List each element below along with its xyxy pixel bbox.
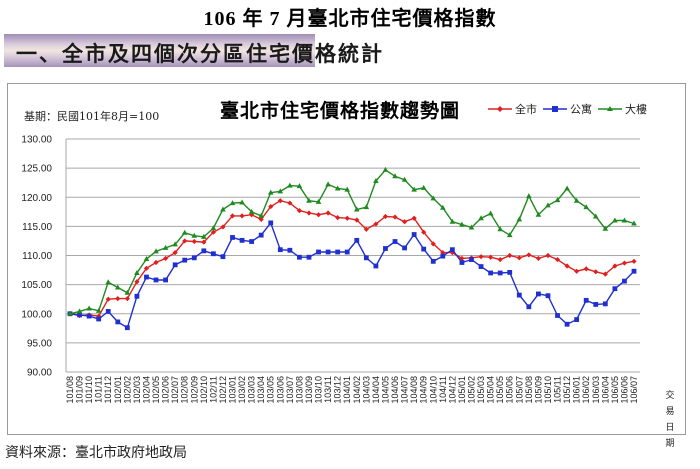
y-tick-label: 120.00 bbox=[21, 193, 52, 204]
x-axis-title-line1: 交易 bbox=[665, 391, 675, 417]
chart-frame bbox=[7, 83, 686, 435]
y-tick-label: 105.00 bbox=[21, 280, 52, 291]
y-tick-label: 110.00 bbox=[22, 251, 52, 262]
base-period-label: 基期：民國101年8月=100 bbox=[24, 110, 160, 123]
legend-label: 公寓 bbox=[570, 103, 592, 116]
x-tick-label: 103/10 bbox=[314, 376, 324, 404]
y-tick-label: 115.00 bbox=[22, 222, 52, 233]
x-tick-label: 105/04 bbox=[486, 376, 496, 404]
x-tick-label: 105/10 bbox=[543, 376, 553, 404]
chart-legend: 全市 公寓 大樓 bbox=[488, 101, 647, 117]
x-tick-label: 105/12 bbox=[562, 376, 572, 404]
x-tick-label: 101/10 bbox=[84, 376, 94, 404]
x-tick-label: 102/09 bbox=[189, 376, 199, 404]
blue-square-line-icon bbox=[543, 106, 567, 112]
x-tick-label: 102/04 bbox=[141, 376, 151, 404]
x-tick-label: 103/05 bbox=[266, 376, 276, 404]
x-axis-title: 交易 日期 bbox=[663, 388, 677, 452]
x-tick-label: 101/12 bbox=[103, 376, 113, 404]
x-tick-label: 104/12 bbox=[447, 376, 457, 404]
x-tick-label: 106/07 bbox=[629, 376, 639, 404]
x-tick-label: 102/11 bbox=[208, 376, 218, 403]
y-tick-label: 90.00 bbox=[27, 368, 52, 379]
x-tick-label: 104/02 bbox=[352, 376, 362, 404]
x-tick-label: 106/03 bbox=[591, 376, 601, 404]
x-tick-label: 106/04 bbox=[600, 376, 610, 404]
x-tick-label: 103/09 bbox=[304, 376, 314, 404]
x-tick-label: 103/01 bbox=[228, 376, 238, 404]
x-tick-label: 103/07 bbox=[285, 376, 295, 404]
x-axis-title-line2: 日期 bbox=[665, 423, 675, 449]
x-tick-label: 105/01 bbox=[457, 376, 467, 404]
legend-item-all-city: 全市 bbox=[488, 101, 537, 117]
x-tick-label: 101/11 bbox=[94, 376, 104, 403]
y-tick-label: 125.00 bbox=[21, 164, 52, 175]
x-tick-label: 104/07 bbox=[400, 376, 410, 404]
x-tick-label: 102/01 bbox=[113, 376, 123, 404]
data-source-note: 資料來源：臺北市政府地政局 bbox=[5, 445, 187, 461]
x-tick-label: 103/06 bbox=[275, 376, 285, 404]
x-tick-label: 105/05 bbox=[495, 376, 505, 404]
x-tick-label: 102/07 bbox=[170, 376, 180, 404]
x-tick-label: 105/07 bbox=[514, 376, 524, 404]
section-title: 一、全市及四個次分區住宅價格統計 bbox=[16, 42, 384, 66]
series-2 bbox=[67, 166, 637, 316]
x-tick-label: 106/01 bbox=[572, 376, 582, 404]
x-tick-label: 104/10 bbox=[428, 376, 438, 404]
section-header-bar: 一、全市及四個次分區住宅價格統計 bbox=[4, 34, 382, 67]
x-tick-label: 105/02 bbox=[466, 376, 476, 404]
x-tick-label: 104/06 bbox=[390, 376, 400, 404]
x-tick-label: 102/08 bbox=[180, 376, 190, 404]
series-0 bbox=[67, 198, 637, 319]
red-diamond-line-icon bbox=[488, 106, 512, 112]
legend-item-building: 大樓 bbox=[598, 101, 647, 117]
x-tick-label: 105/03 bbox=[476, 376, 486, 404]
x-tick-label: 104/01 bbox=[342, 376, 352, 404]
y-tick-label: 130.00 bbox=[21, 135, 52, 146]
x-tick-label: 104/09 bbox=[419, 376, 429, 404]
x-tick-label: 105/11 bbox=[553, 376, 563, 403]
x-tick-label: 106/05 bbox=[610, 376, 620, 404]
x-tick-label: 102/02 bbox=[122, 376, 132, 404]
x-tick-label: 106/06 bbox=[619, 376, 629, 404]
x-tick-label: 104/05 bbox=[380, 376, 390, 404]
x-tick-label: 101/09 bbox=[75, 376, 85, 404]
x-tick-label: 104/08 bbox=[409, 376, 419, 404]
x-tick-label: 103/03 bbox=[247, 376, 257, 404]
y-tick-label: 95.00 bbox=[27, 338, 52, 349]
x-tick-label: 104/03 bbox=[361, 376, 371, 404]
legend-label: 大樓 bbox=[625, 103, 647, 116]
x-tick-label: 104/11 bbox=[438, 376, 448, 403]
x-tick-label: 105/09 bbox=[533, 376, 543, 404]
x-tick-label: 102/10 bbox=[199, 376, 209, 404]
x-tick-label: 101/08 bbox=[65, 376, 75, 404]
legend-label: 全市 bbox=[515, 103, 537, 116]
x-tick-label: 106/02 bbox=[581, 376, 591, 404]
x-tick-label: 104/04 bbox=[371, 376, 381, 404]
x-tick-label: 103/11 bbox=[323, 376, 333, 403]
x-tick-label: 102/03 bbox=[132, 376, 142, 404]
x-tick-label: 102/12 bbox=[218, 376, 228, 404]
x-tick-label: 103/04 bbox=[256, 376, 266, 404]
legend-item-apartment: 公寓 bbox=[543, 101, 592, 117]
x-tick-label: 103/08 bbox=[294, 376, 304, 404]
x-tick-label: 103/02 bbox=[237, 376, 247, 404]
x-tick-label: 105/08 bbox=[524, 376, 534, 404]
x-tick-label: 102/06 bbox=[161, 376, 171, 404]
x-tick-label: 105/06 bbox=[505, 376, 515, 404]
y-tick-label: 100.00 bbox=[21, 309, 52, 320]
x-tick-label: 102/05 bbox=[151, 376, 161, 404]
green-triangle-line-icon bbox=[598, 106, 622, 111]
page-title: 106 年 7 月臺北市住宅價格指數 bbox=[203, 8, 497, 30]
x-tick-label: 103/12 bbox=[333, 376, 343, 404]
chart-title: 臺北市住宅價格指數趨勢圖 bbox=[220, 100, 461, 122]
